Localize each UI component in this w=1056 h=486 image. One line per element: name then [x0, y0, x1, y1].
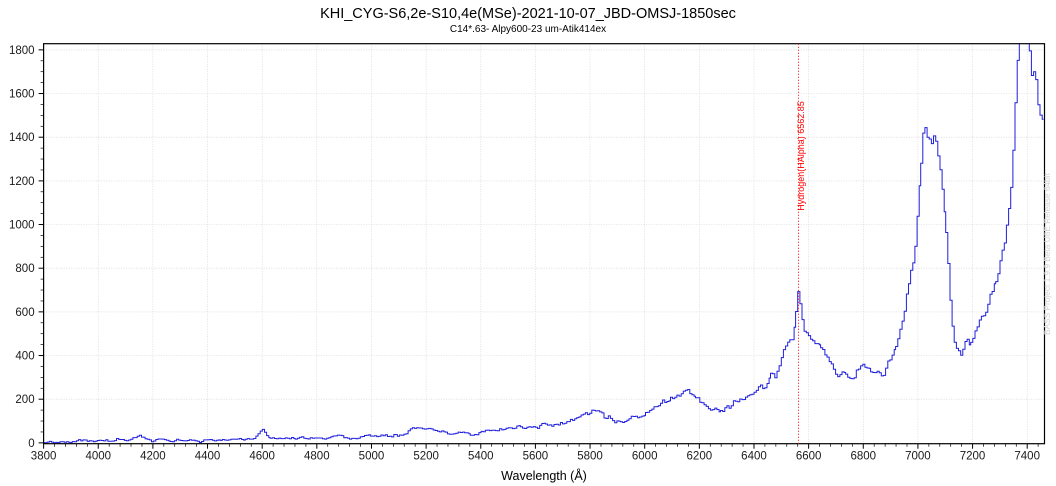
svg-text:1000: 1000: [9, 220, 35, 232]
svg-text:Hydrogen(HAlpha) 6562.85: Hydrogen(HAlpha) 6562.85: [796, 101, 806, 211]
svg-text:6600: 6600: [796, 451, 822, 463]
svg-text:1600: 1600: [9, 89, 35, 101]
svg-text:5800: 5800: [577, 451, 603, 463]
svg-text:0: 0: [28, 438, 34, 450]
svg-text:BASS Project 1.9.9 Beta U8E Re: BASS Project 1.9.9 Beta U8E Release 64bi…: [1042, 172, 1052, 335]
svg-text:7400: 7400: [1014, 451, 1040, 463]
svg-text:4400: 4400: [195, 451, 221, 463]
svg-text:Wavelength (Å): Wavelength (Å): [501, 468, 587, 483]
svg-text:600: 600: [15, 307, 34, 319]
svg-text:7200: 7200: [960, 451, 986, 463]
svg-text:5400: 5400: [468, 451, 494, 463]
svg-text:4600: 4600: [249, 451, 275, 463]
svg-text:6000: 6000: [632, 451, 658, 463]
svg-text:7000: 7000: [905, 451, 931, 463]
svg-text:4800: 4800: [304, 451, 330, 463]
svg-text:200: 200: [15, 394, 34, 406]
svg-text:4000: 4000: [85, 451, 111, 463]
svg-text:1200: 1200: [9, 176, 35, 188]
svg-text:5600: 5600: [523, 451, 549, 463]
svg-text:6400: 6400: [741, 451, 767, 463]
svg-text:400: 400: [15, 351, 34, 363]
svg-text:6800: 6800: [850, 451, 876, 463]
svg-text:5200: 5200: [413, 451, 439, 463]
svg-text:6200: 6200: [687, 451, 713, 463]
svg-text:5000: 5000: [359, 451, 385, 463]
svg-text:1800: 1800: [9, 45, 35, 57]
svg-text:4200: 4200: [140, 451, 166, 463]
svg-text:800: 800: [15, 263, 34, 275]
svg-text:1400: 1400: [9, 132, 35, 144]
svg-text:3800: 3800: [31, 451, 57, 463]
